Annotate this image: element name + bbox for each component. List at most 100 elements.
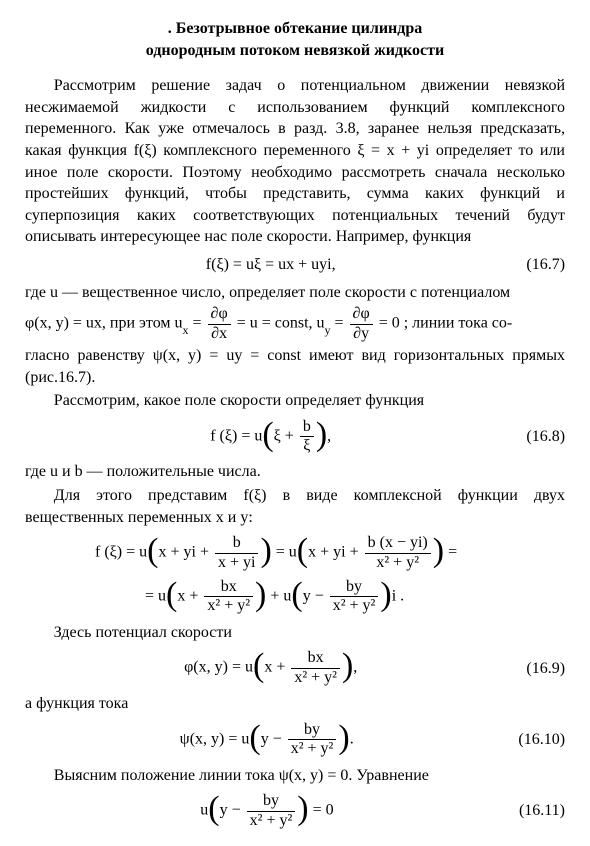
eqA-mid: = u (272, 544, 297, 561)
title-line-2: однородным потоком невязкой жидкости (146, 42, 444, 59)
eq11-in: y − (220, 802, 245, 819)
eqB-f2n: by (330, 578, 379, 597)
left-paren-icon: ( (208, 792, 219, 826)
frac-dphi-dy: ∂φ∂y (350, 305, 373, 343)
eq9-in: x + (264, 659, 289, 676)
eq10-number: (16.10) (508, 729, 565, 751)
eq10-fn: by (288, 721, 337, 740)
eq7-expr: f(ξ) = uξ = ux + uyi, (206, 254, 336, 276)
left-paren-icon: ( (253, 649, 264, 683)
eqB-f2d: x² + y² (330, 597, 379, 615)
eqB-mid: + u (266, 588, 291, 605)
eq10-fd: x² + y² (288, 740, 337, 758)
section-title: . Безотрывное обтекание цилиндра однород… (25, 18, 565, 61)
right-paren-icon: ) (380, 578, 391, 612)
right-paren-icon: ) (297, 792, 308, 826)
eq11-post: = 0 (309, 802, 334, 819)
eqA-f1d: x + yi (215, 554, 258, 572)
paragraph-2b: φ(x, y) = ux, при этом ux = ∂φ∂x = u = c… (25, 305, 565, 343)
paragraph-2a: где u — вещественное число, определяет п… (25, 282, 565, 304)
equation-16-11: u(y − byx² + y²) = 0 (16.11) (25, 792, 565, 830)
paragraph-4: где u и b — положительные числа. (25, 461, 565, 483)
paragraph-1: Рассмотрим решение задач о потенциальном… (25, 75, 565, 248)
left-paren-icon: ( (147, 534, 158, 568)
eqB-f1d: x² + y² (204, 597, 253, 615)
eqB-pre: = u (145, 588, 166, 605)
eqB-in2: y − (303, 588, 328, 605)
eq10-frac: byx² + y² (288, 721, 337, 759)
eq11-fn: by (247, 792, 296, 811)
eq8-pre: f (ξ) = u (210, 427, 262, 444)
title-line-1: . Безотрывное обтекание цилиндра (168, 20, 423, 37)
frac-dphi-dx-d: ∂x (208, 325, 231, 343)
eqA-f2d: x² + y² (365, 554, 431, 572)
eq9-pre: φ(x, y) = u (184, 659, 253, 676)
eqA-frac1: bx + yi (215, 534, 258, 572)
right-paren-icon: ) (255, 578, 266, 612)
equation-16-10: ψ(x, y) = u(y − byx² + y²). (16.10) (25, 721, 565, 759)
eqB-math: = u(x + bxx² + y²) + u(y − byx² + y²)i . (145, 578, 404, 616)
right-paren-icon: ) (338, 721, 349, 755)
eq9-fn: bx (291, 649, 340, 668)
left-paren-icon: ( (297, 534, 308, 568)
p2b-sub-y: y (325, 323, 331, 337)
eq7-number: (16.7) (516, 254, 565, 276)
eq9-math: φ(x, y) = u(x + bxx² + y²), (184, 649, 357, 687)
eq10-in: y − (261, 730, 286, 747)
equation-16-8: f (ξ) = u(ξ + bξ), (16.8) (25, 418, 565, 456)
eq11-number: (16.11) (509, 800, 565, 822)
eq8-number: (16.8) (516, 426, 565, 448)
p2b-mid1: = (189, 315, 206, 332)
p2b-post: = 0 ; линии тока со- (375, 315, 513, 332)
p2b-pre: φ(x, y) = ux, при этом u (25, 315, 183, 332)
equation-16-7: f(ξ) = uξ = ux + uyi, (16.7) (25, 254, 565, 276)
eqB-end: i . (392, 588, 404, 605)
equation-16-9: φ(x, y) = u(x + bxx² + y²), (16.9) (25, 649, 565, 687)
eqB-frac1: bxx² + y² (204, 578, 253, 616)
eqA-math: f (ξ) = u(x + yi + bx + yi) = u(x + yi +… (95, 534, 457, 572)
right-paren-icon: ) (316, 418, 327, 452)
paragraph-7: а функция тока (25, 693, 565, 715)
left-paren-icon: ( (291, 578, 302, 612)
eqB-in1: x + (177, 588, 202, 605)
paragraph-2c: гласно равенству ψ(x, y) = uy = const им… (25, 345, 565, 388)
eqA-end: = (444, 544, 457, 561)
p5a: Для этого представим (54, 487, 244, 504)
eqA-frac2: b (x − yi)x² + y² (365, 534, 431, 572)
eq8-frac-n: b (300, 418, 314, 437)
paragraph-3: Рассмотрим, какое поле скорости определя… (25, 390, 565, 412)
paragraph-8: Выясним положение линии тока ψ(x, y) = 0… (25, 765, 565, 787)
f-of-xi: f(ξ) (134, 142, 157, 159)
equation-derivation-b: = u(x + bxx² + y²) + u(y − byx² + y²)i . (25, 578, 565, 616)
eq8-frac-d: ξ (300, 437, 314, 455)
paragraph-5: Для этого представим f(ξ) в виде комплек… (25, 485, 565, 528)
eq8-math: f (ξ) = u(ξ + bξ), (210, 418, 331, 456)
eq11-fd: x² + y² (247, 812, 296, 830)
frac-dphi-dx-n: ∂φ (208, 305, 231, 324)
paragraph-6: Здесь потенциал скорости (25, 622, 565, 644)
frac-dphi-dx: ∂φ∂x (208, 305, 231, 343)
eq10-pre: ψ(x, y) = u (180, 730, 250, 747)
left-paren-icon: ( (166, 578, 177, 612)
eq11-frac: byx² + y² (247, 792, 296, 830)
eqA-f2n: b (x − yi) (365, 534, 431, 553)
eqB-frac2: byx² + y² (330, 578, 379, 616)
equation-derivation-a: f (ξ) = u(x + yi + bx + yi) = u(x + yi +… (25, 534, 565, 572)
p2b-mid2: = u = const, u (233, 315, 325, 332)
f-of-xi-2: f(ξ) (243, 487, 266, 504)
eq8-inside: ξ + (274, 427, 298, 444)
p2b-sub-x: x (183, 323, 189, 337)
eq8-frac: bξ (300, 418, 314, 456)
eqA-f1n: b (215, 534, 258, 553)
frac-dphi-dy-d: ∂y (350, 325, 373, 343)
eq11-math: u(y − byx² + y²) = 0 (200, 792, 333, 830)
eq9-frac: bxx² + y² (291, 649, 340, 687)
frac-dphi-dy-n: ∂φ (350, 305, 373, 324)
left-paren-icon: ( (262, 418, 273, 452)
eq9-number: (16.9) (516, 658, 565, 680)
right-paren-icon: ) (342, 649, 353, 683)
eq9-fd: x² + y² (291, 669, 340, 687)
right-paren-icon: ) (260, 534, 271, 568)
p2b-mid3: = (331, 315, 348, 332)
right-paren-icon: ) (433, 534, 444, 568)
